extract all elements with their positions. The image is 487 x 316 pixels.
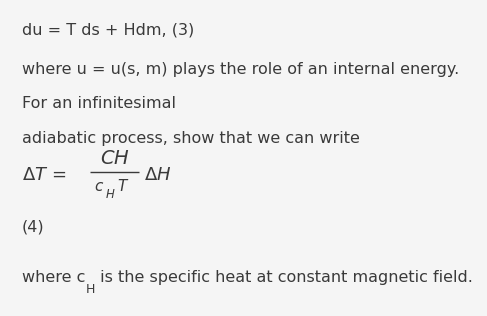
Text: For an infinitesimal: For an infinitesimal: [22, 96, 176, 111]
Text: du = T ds + Hdm, (3): du = T ds + Hdm, (3): [22, 22, 194, 37]
Text: is the specific heat at constant magnetic field.: is the specific heat at constant magneti…: [94, 270, 472, 285]
Text: $CH$: $CH$: [99, 149, 130, 167]
Text: H: H: [85, 283, 94, 296]
Text: where c: where c: [22, 270, 85, 285]
Text: adiabatic process, show that we can write: adiabatic process, show that we can writ…: [22, 131, 360, 146]
Text: $\Delta T\, =$: $\Delta T\, =$: [22, 167, 67, 184]
Text: $c$: $c$: [94, 179, 104, 194]
Text: $\Delta H$: $\Delta H$: [144, 167, 171, 184]
Text: where u = u(s, m) plays the role of an internal energy.: where u = u(s, m) plays the role of an i…: [22, 62, 459, 76]
Text: $H$: $H$: [105, 188, 115, 201]
Text: (4): (4): [22, 220, 44, 234]
Text: $T$: $T$: [117, 179, 129, 194]
